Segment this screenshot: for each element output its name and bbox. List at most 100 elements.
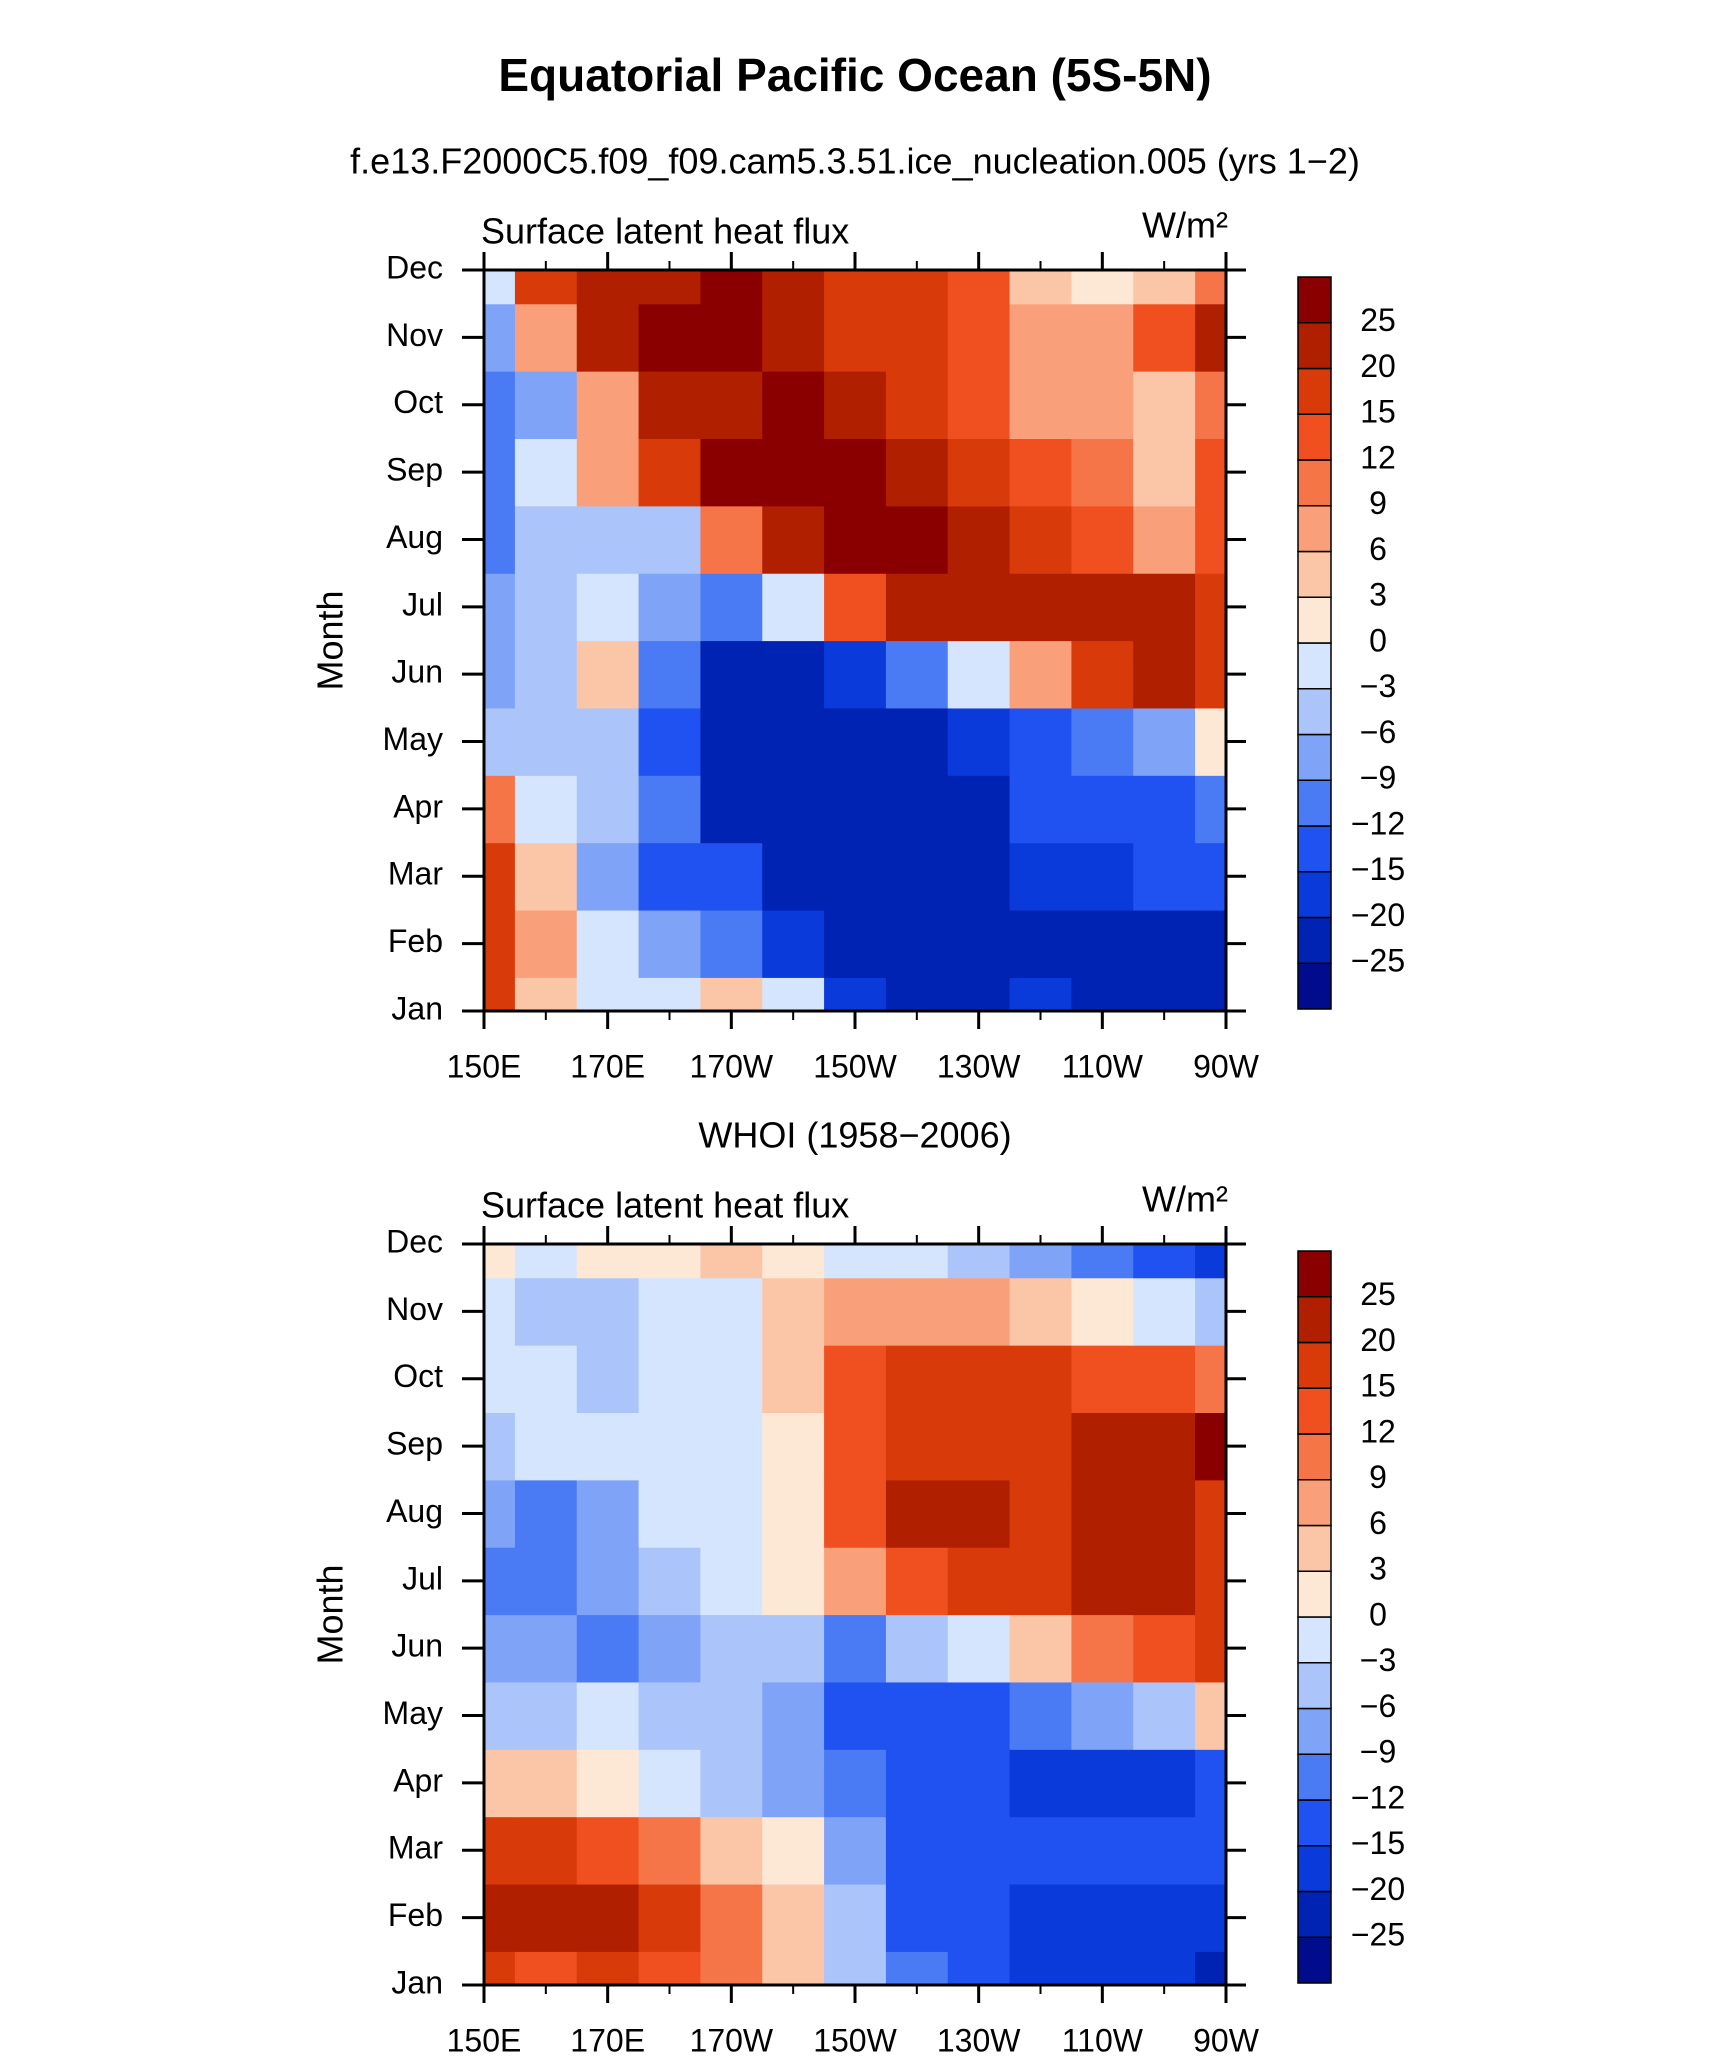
colorbar-label: −20 <box>1351 1871 1405 1907</box>
heat-cell <box>762 371 825 440</box>
heat-cell <box>514 303 578 372</box>
heat-cell <box>1195 1479 1227 1548</box>
heat-cell <box>576 909 640 978</box>
heat-cell <box>947 1412 1011 1481</box>
heat-cell <box>514 1951 578 1986</box>
colorbar-box <box>1297 688 1332 736</box>
heat-cell <box>700 909 763 978</box>
colorbar-box <box>1297 550 1332 598</box>
heat-cell <box>1071 707 1134 776</box>
y-tick-label: Jul <box>402 1560 443 1596</box>
heat-cell <box>947 1277 1011 1346</box>
y-tick-label: Aug <box>386 519 443 555</box>
heat-cell <box>484 1547 516 1616</box>
heat-cell <box>885 1951 949 1986</box>
heat-cell <box>824 707 887 776</box>
heat-cell <box>484 1479 516 1548</box>
heat-cell <box>1071 1614 1134 1683</box>
heat-cell <box>484 303 516 372</box>
heat-cell <box>638 1244 702 1279</box>
colorbar-box <box>1297 916 1332 964</box>
heat-cell <box>885 775 949 844</box>
y-tick-label: Jan <box>391 990 443 1026</box>
heat-cell <box>947 1883 1011 1952</box>
x-tick-label: 130W <box>937 2022 1021 2058</box>
heat-cell <box>885 303 949 372</box>
heat-cell <box>1133 505 1196 574</box>
heat-cell <box>638 909 702 978</box>
heat-cell <box>947 1951 1011 1986</box>
heat-cell <box>638 842 702 911</box>
heat-cell <box>885 1547 949 1616</box>
heat-cell <box>885 1681 949 1750</box>
heat-cell <box>947 1244 1011 1279</box>
heat-cell <box>762 1681 825 1750</box>
x-tick-label: 110W <box>1062 2022 1144 2058</box>
heat-cell <box>762 909 825 978</box>
heat-cell <box>824 1749 887 1818</box>
heat-cell <box>1071 1412 1134 1481</box>
heat-cell <box>576 505 640 574</box>
heat-cell <box>576 1883 640 1952</box>
x-tick-label: 150E <box>447 2022 522 2058</box>
y-tick-label: Jun <box>391 1628 443 1664</box>
y-axis-label: Month <box>310 1564 351 1664</box>
colorbar-label: −3 <box>1360 668 1396 704</box>
heat-cell <box>1195 1614 1227 1683</box>
heat-cell <box>1133 1681 1196 1750</box>
heat-cell <box>484 1749 516 1818</box>
heat-cell <box>638 371 702 440</box>
heat-cell <box>824 909 887 978</box>
heat-cell <box>1133 1345 1196 1414</box>
colorbar-box <box>1297 1250 1332 1298</box>
colorbar-label: 15 <box>1360 394 1396 430</box>
heat-cell <box>700 707 763 776</box>
heat-cell <box>1133 977 1196 1012</box>
heat-cell <box>638 438 702 507</box>
colorbar-label: 20 <box>1360 1322 1396 1358</box>
x-tick-label: 150W <box>813 2022 897 2058</box>
heat-cell <box>1009 707 1073 776</box>
heat-cell <box>947 640 1011 709</box>
heat-cell <box>1071 438 1134 507</box>
heat-cell <box>885 573 949 642</box>
heat-cell <box>1009 438 1073 507</box>
heat-cell <box>1133 640 1196 709</box>
heat-cell <box>824 1345 887 1414</box>
heat-cell <box>824 842 887 911</box>
heat-cell <box>1195 1412 1227 1481</box>
heat-cell <box>762 303 825 372</box>
heat-cell <box>885 1479 949 1548</box>
colorbar-label: 6 <box>1369 531 1387 567</box>
heat-cell <box>1009 909 1073 978</box>
y-tick-label: May <box>383 1695 443 1731</box>
colorbar-box <box>1297 1479 1332 1527</box>
heat-cell <box>638 1277 702 1346</box>
heat-cell <box>1009 1951 1073 1986</box>
y-tick-label: Nov <box>386 317 443 353</box>
heat-cell <box>885 438 949 507</box>
heat-cell <box>1009 1883 1073 1952</box>
heat-cell <box>1133 303 1196 372</box>
heat-cell <box>824 1547 887 1616</box>
y-tick-label: Jul <box>402 586 443 622</box>
colorbar-box <box>1297 871 1332 919</box>
heat-cell <box>947 775 1011 844</box>
heat-cell <box>1071 1277 1134 1346</box>
colorbar-box <box>1297 962 1332 1010</box>
heat-cell <box>514 1345 578 1414</box>
heat-cell <box>1133 1412 1196 1481</box>
heat-cell <box>947 303 1011 372</box>
colorbar-label: −12 <box>1351 805 1405 841</box>
heat-cell <box>700 640 763 709</box>
heat-cell <box>1133 1547 1196 1616</box>
heat-cell <box>514 1547 578 1616</box>
heat-cell <box>576 775 640 844</box>
heat-cell <box>1133 1614 1196 1683</box>
heat-cell <box>1009 775 1073 844</box>
heat-cell <box>885 270 949 305</box>
heat-cell <box>638 1345 702 1414</box>
heat-cell <box>576 1547 640 1616</box>
heat-cell <box>576 842 640 911</box>
